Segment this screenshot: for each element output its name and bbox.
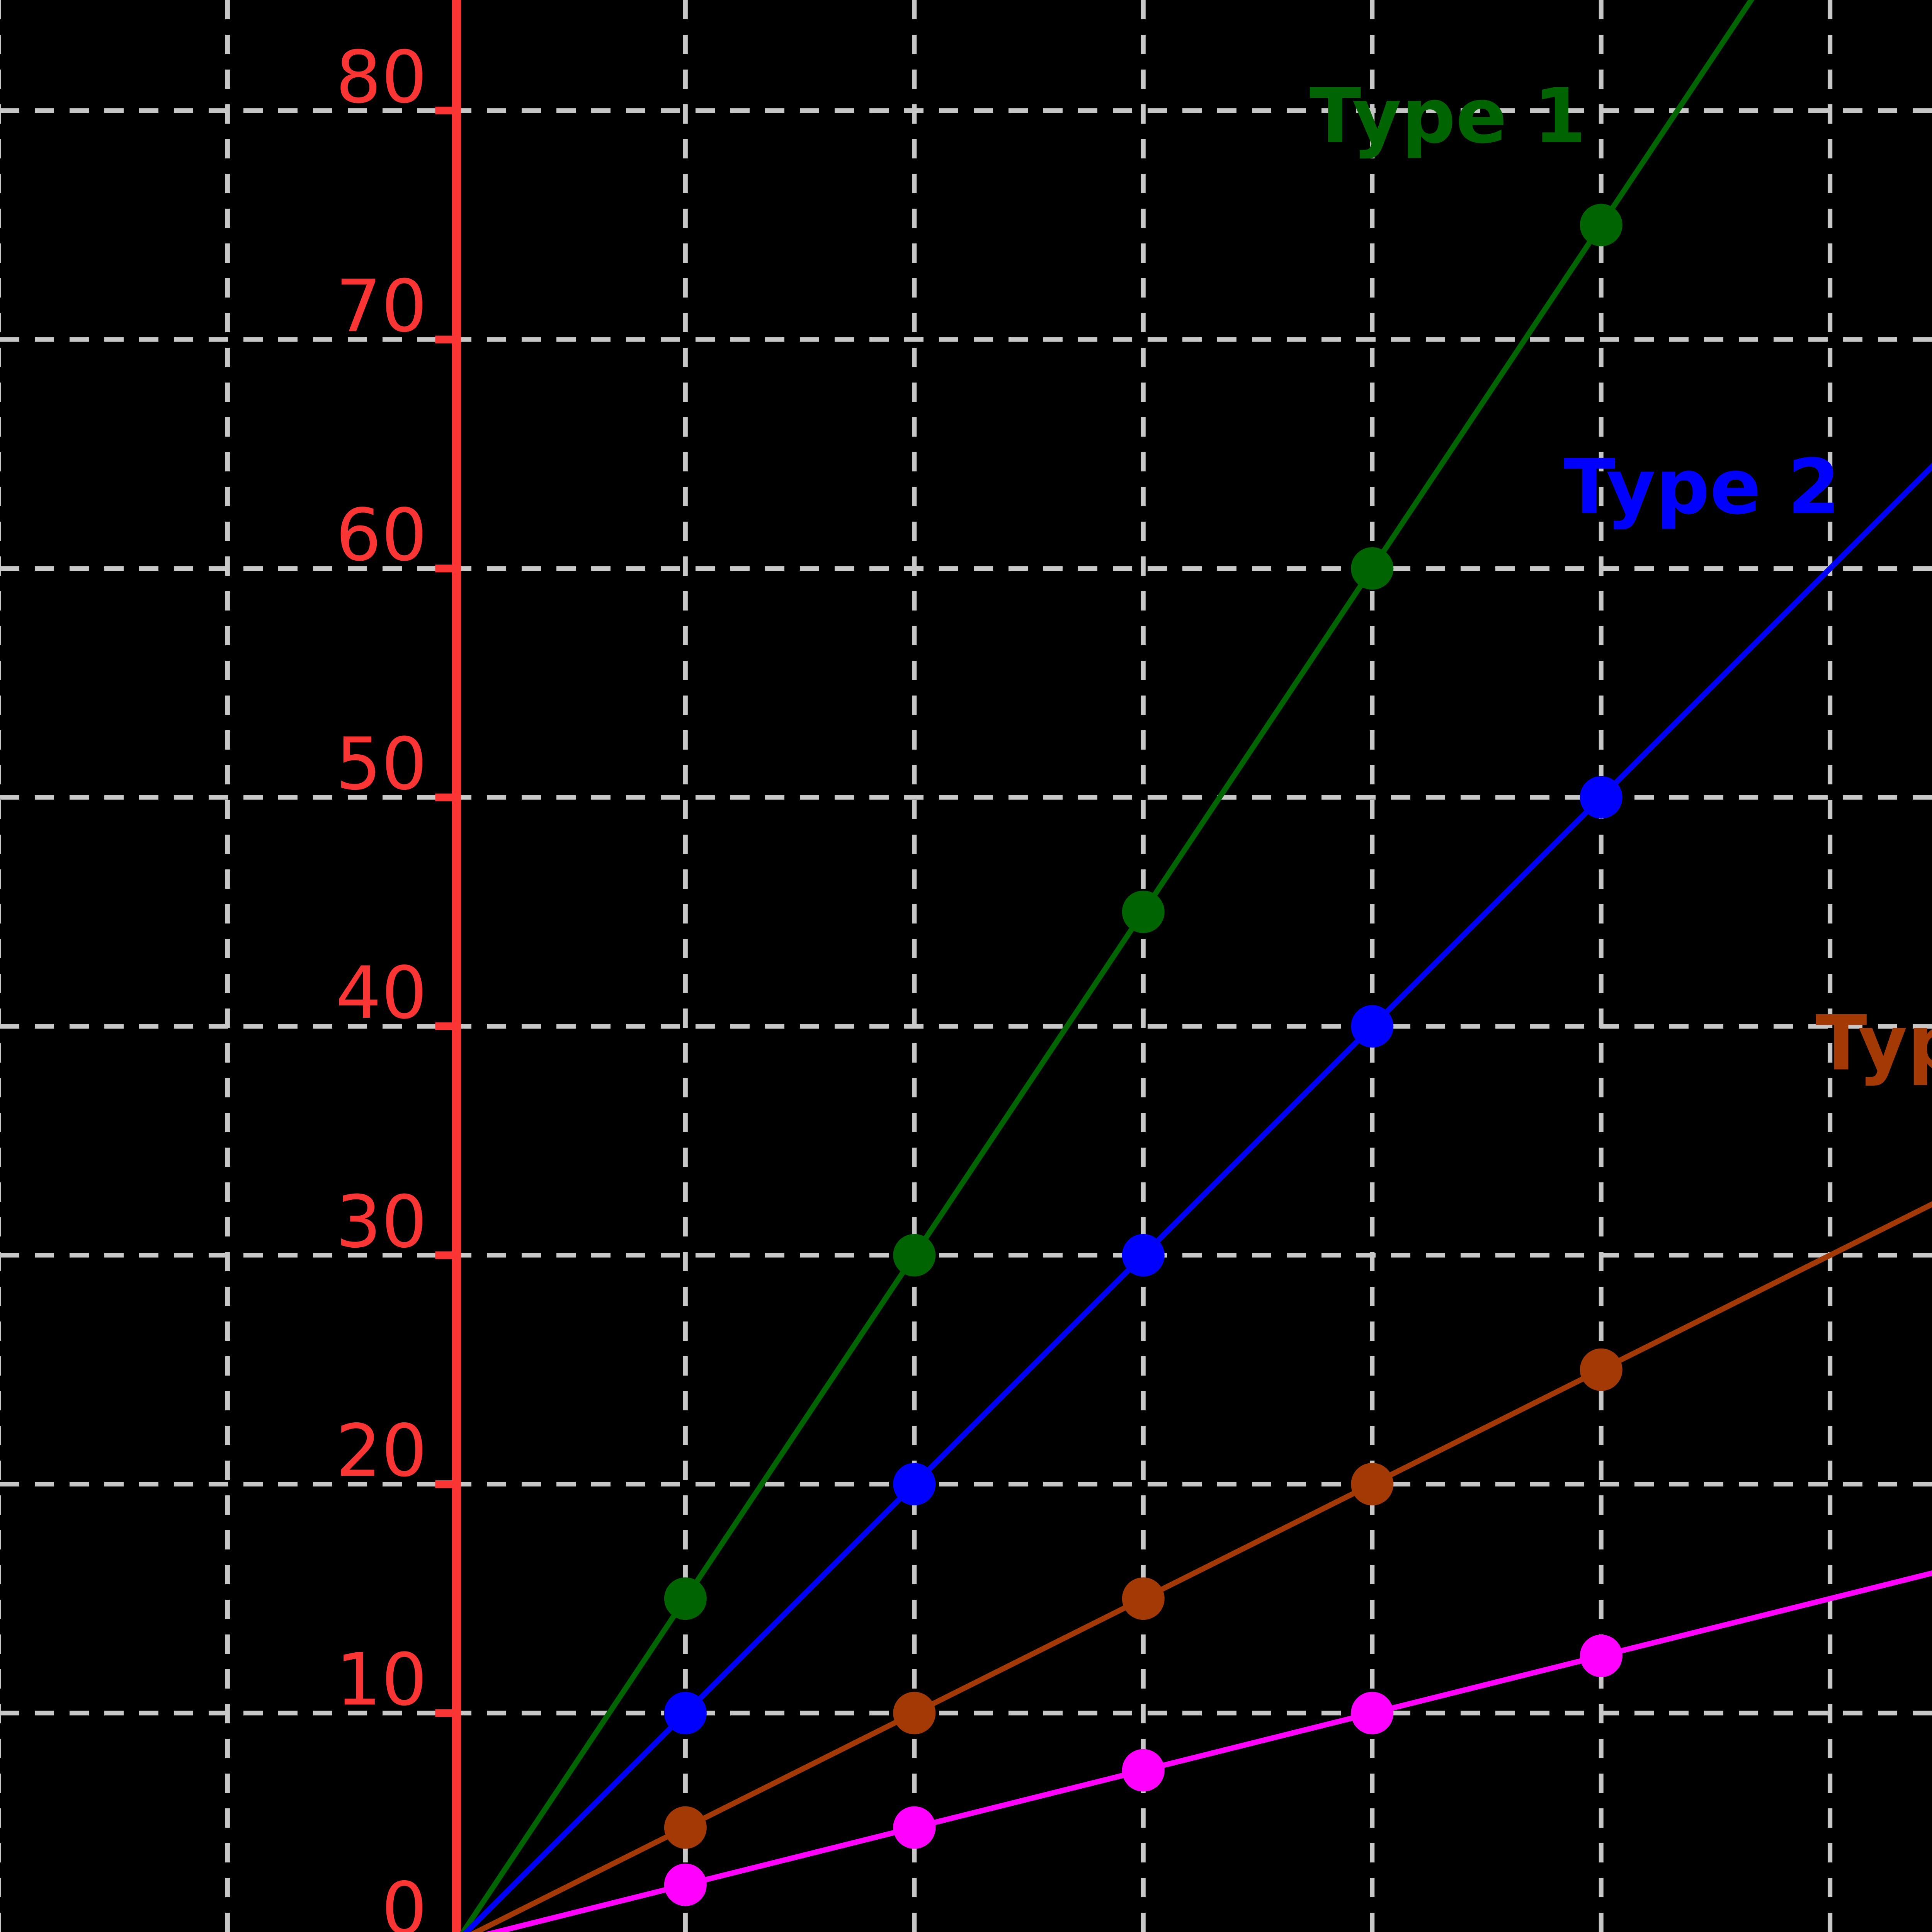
data-point <box>893 1692 936 1735</box>
data-point <box>893 1234 936 1277</box>
data-point <box>1580 1348 1622 1391</box>
y-tick-label: 60 <box>336 493 427 577</box>
series-line <box>470 1201 1932 1932</box>
data-point <box>893 1806 936 1849</box>
y-tick-label: 40 <box>336 951 427 1035</box>
data-point <box>893 1463 936 1505</box>
data-point <box>1351 1692 1394 1735</box>
series-type-3 <box>470 1201 1932 1932</box>
series-label: Type 1 <box>1310 72 1586 160</box>
series-label: Type 2 <box>1563 443 1840 531</box>
y-tick-label: 30 <box>336 1180 427 1264</box>
y-tick-label: 0 <box>381 1867 427 1932</box>
data-point <box>1351 1463 1394 1505</box>
data-point <box>664 1692 707 1735</box>
data-point <box>1351 1005 1394 1048</box>
y-tick-label: 70 <box>336 264 427 348</box>
data-point <box>1122 1577 1165 1620</box>
data-point <box>664 1806 707 1849</box>
y-tick-label: 10 <box>336 1638 427 1721</box>
data-point <box>1580 1634 1622 1677</box>
y-tick-label: 50 <box>336 722 427 806</box>
tick-labels: -505101520253035404501020304050607080 <box>336 35 427 1932</box>
data-point <box>1122 1749 1165 1792</box>
data-point <box>1122 890 1165 933</box>
series-type-4 <box>485 1570 1932 1932</box>
data-point <box>1351 547 1394 590</box>
data-point <box>1122 1234 1165 1277</box>
data-point <box>664 1577 707 1620</box>
y-tick-label: 80 <box>336 35 427 119</box>
data-point <box>664 1863 707 1906</box>
series-line <box>485 1570 1932 1932</box>
series-label: Type 3 <box>1815 1000 1932 1088</box>
data-point <box>1580 776 1622 819</box>
data-point <box>1580 204 1622 247</box>
y-tick-label: 20 <box>336 1409 427 1493</box>
